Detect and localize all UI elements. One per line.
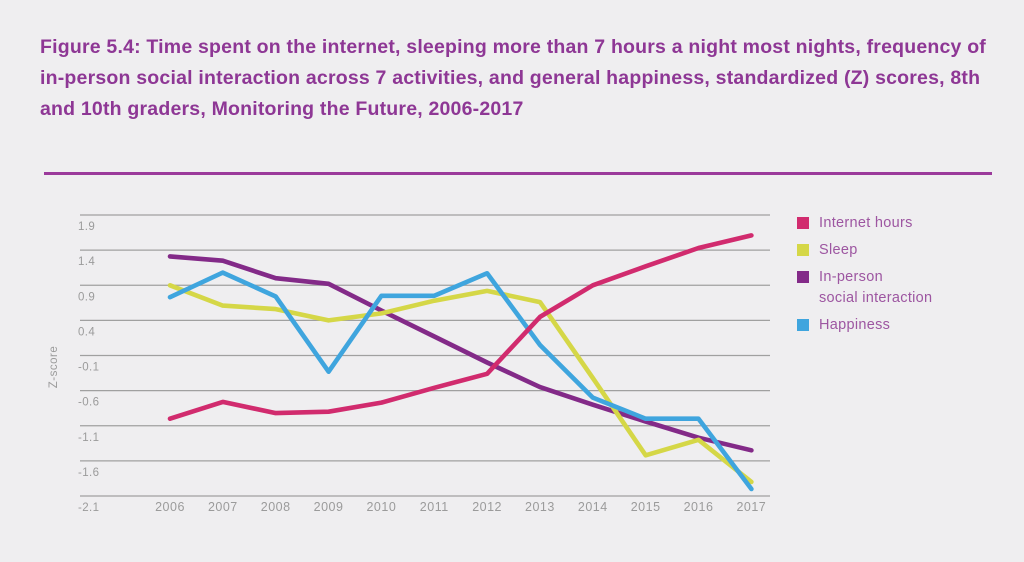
legend-item-sleep: Sleep (797, 240, 1007, 261)
y-tick-label: -1.1 (78, 432, 99, 444)
x-tick-label: 2006 (155, 500, 185, 514)
y-tick-label: 0.4 (78, 326, 95, 338)
legend-item-internet-hours: Internet hours (797, 213, 1007, 234)
x-tick-label: 2014 (578, 500, 608, 514)
legend-label: In-person social interaction (819, 269, 933, 306)
series-line-internet-hours (167, 233, 754, 422)
x-tick-label: 2016 (684, 500, 714, 514)
legend-swatch (797, 271, 809, 283)
legend-label: Sleep (819, 242, 858, 258)
y-tick-label: -0.1 (78, 362, 99, 374)
x-tick-label: 2009 (314, 500, 344, 514)
title-divider-rule (44, 172, 992, 175)
y-axis-label: Z-score (48, 346, 60, 388)
legend-item-happiness: Happiness (797, 315, 1007, 336)
y-tick-label: 1.9 (78, 221, 95, 233)
y-tick-label: -2.1 (78, 502, 99, 514)
x-tick-label: 2011 (420, 500, 449, 514)
series-line-in-person-social-interaction (167, 254, 754, 453)
y-tick-label: 1.4 (78, 256, 95, 268)
y-tick-label: 0.9 (78, 291, 95, 303)
legend-item-in-person-social-interaction: In-person social interaction (797, 267, 1007, 309)
x-tick-label: 2013 (525, 500, 555, 514)
legend-label: Happiness (819, 317, 891, 333)
y-tick-label: -0.6 (78, 397, 99, 409)
legend-label: Internet hours (819, 215, 913, 231)
x-tick-label: 2007 (208, 500, 238, 514)
series-line-happiness (167, 270, 754, 492)
figure-title: Figure 5.4: Time spent on the internet, … (40, 36, 987, 120)
legend-swatch (797, 319, 809, 331)
x-tick-label: 2012 (472, 500, 502, 514)
x-tick-label: 2017 (736, 500, 766, 514)
x-tick-label: 2015 (631, 500, 661, 514)
series-line-sleep (167, 282, 754, 485)
chart-legend: Internet hours Sleep In-person social inter… (797, 213, 1007, 336)
x-tick-label: 2010 (366, 500, 396, 514)
x-tick-label: 2008 (261, 500, 291, 514)
legend-swatch (797, 217, 809, 229)
legend-swatch (797, 244, 809, 256)
y-tick-label: -1.6 (78, 467, 99, 479)
